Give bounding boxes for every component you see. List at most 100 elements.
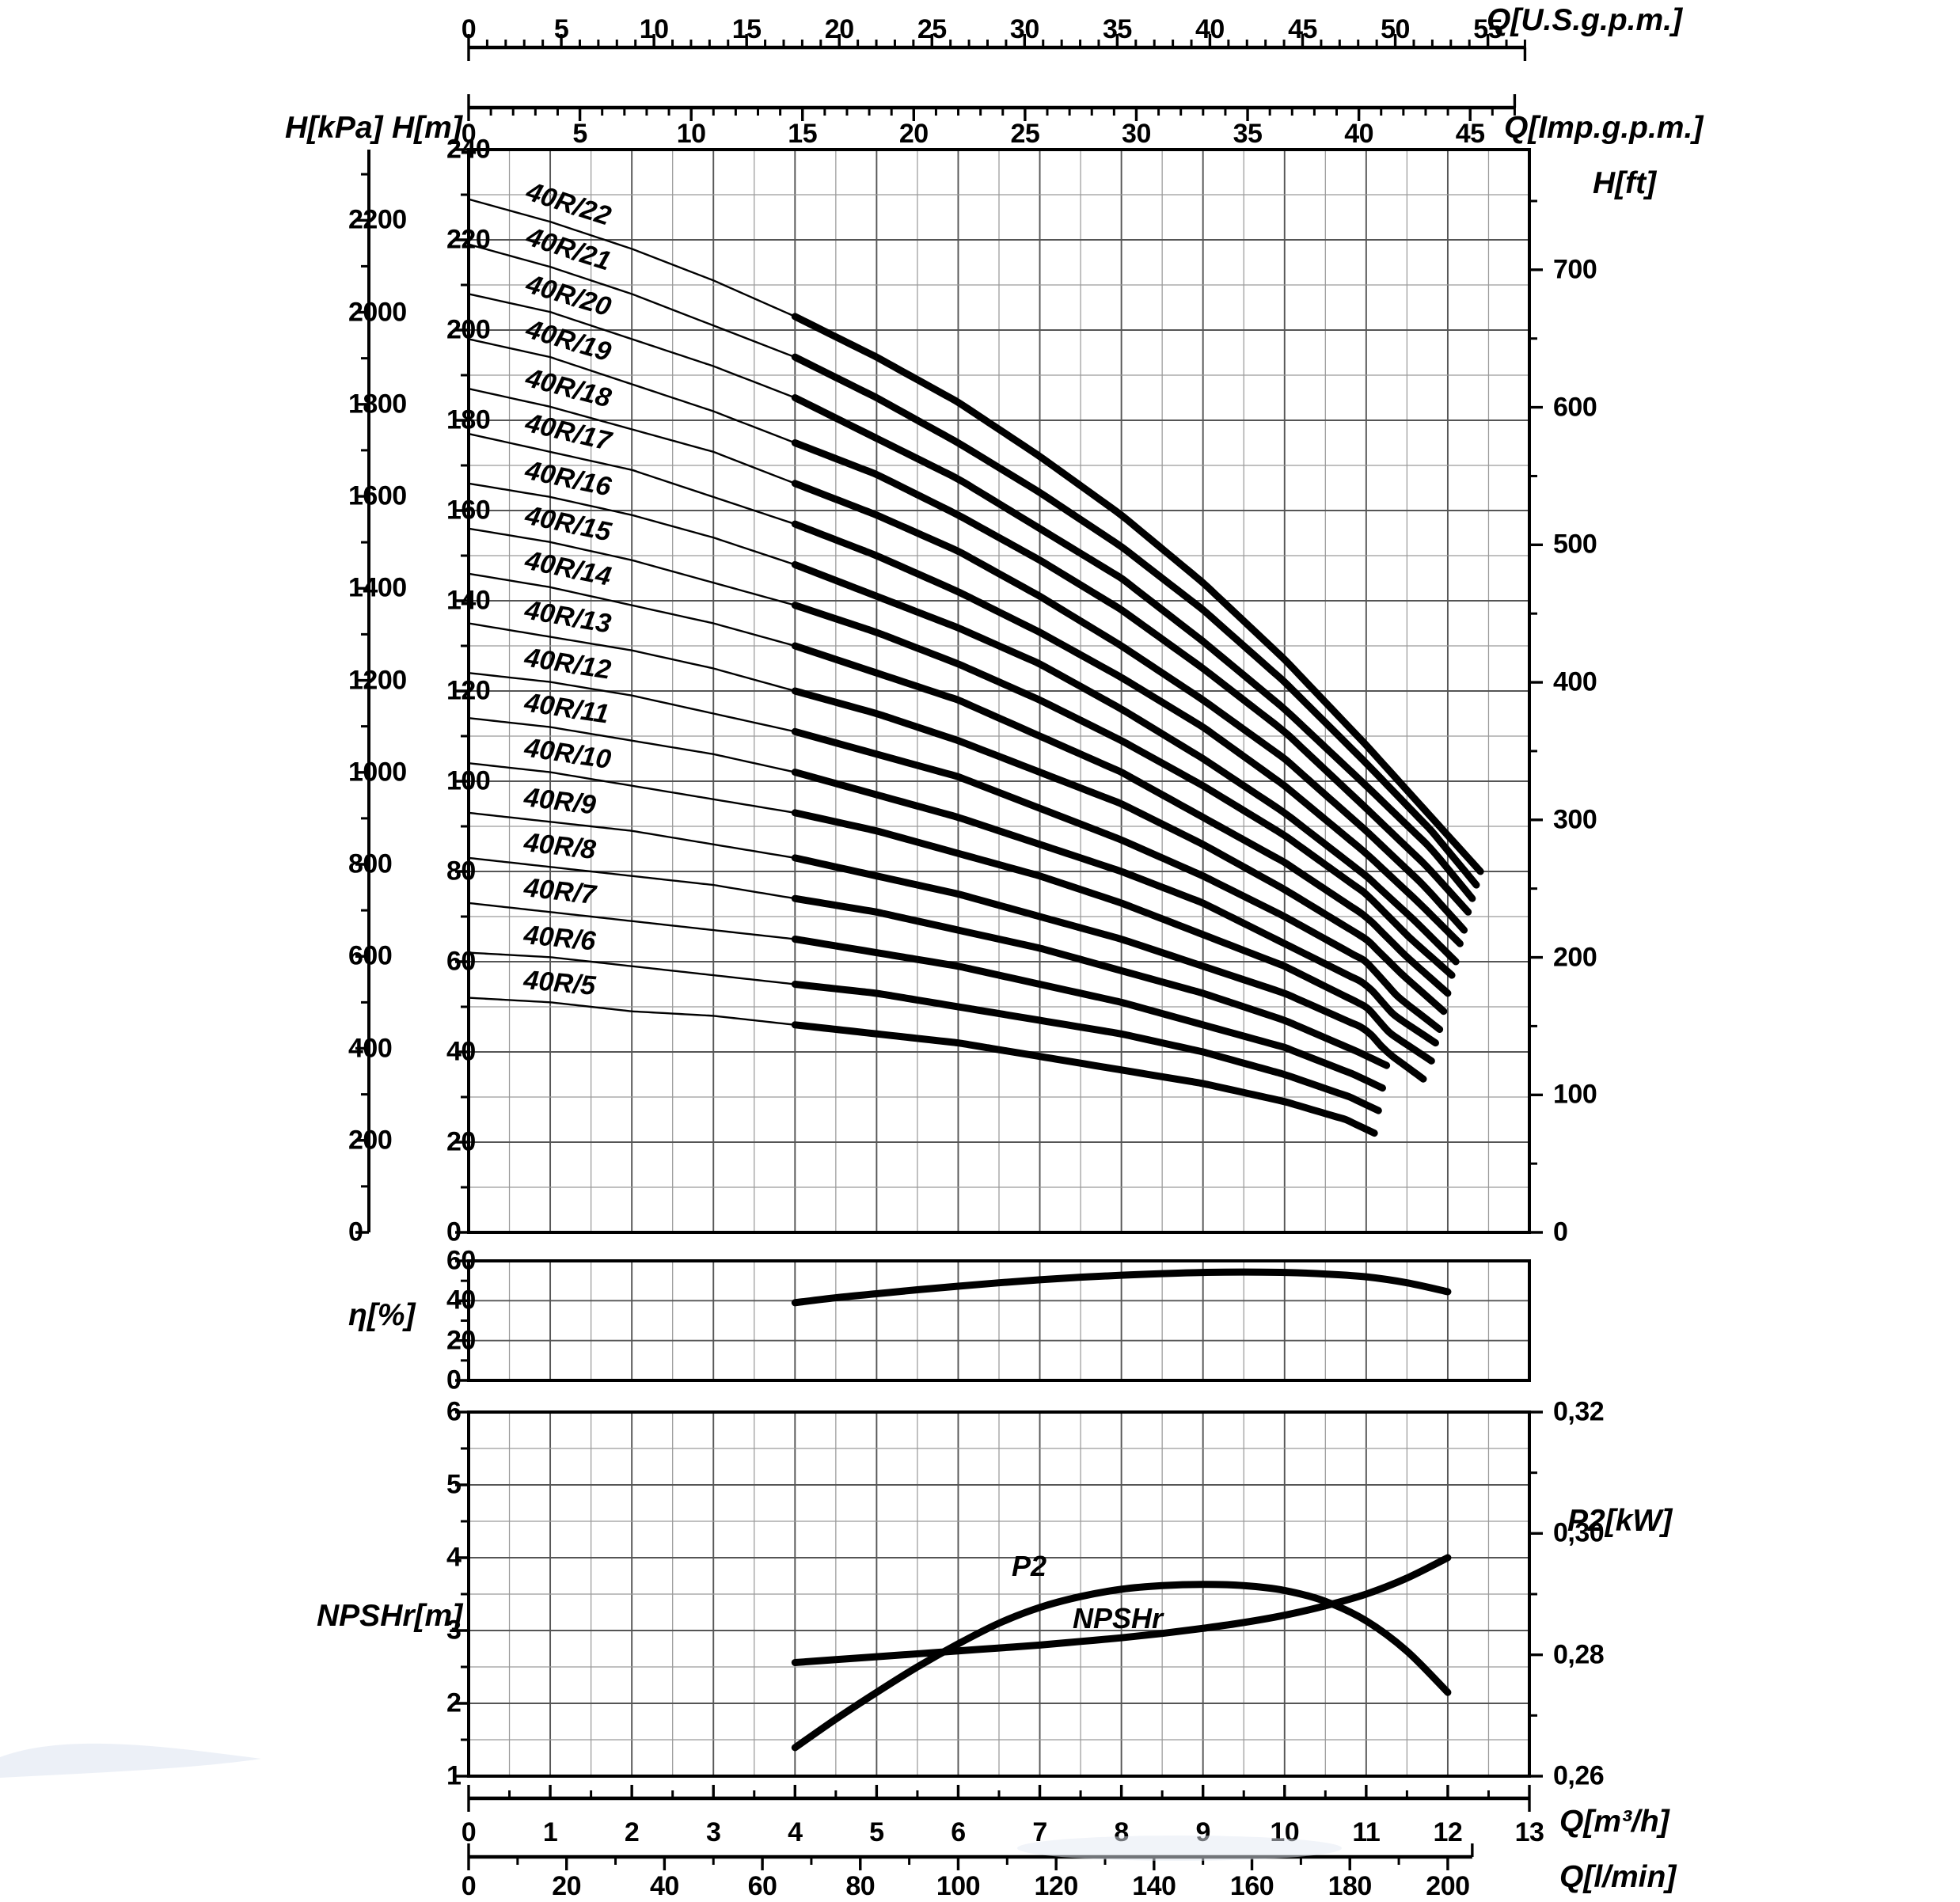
head-curve-thin-17 (467, 997, 796, 1026)
m3h-tick-label: 11 (1352, 1817, 1381, 1847)
hm-tick-label: 140 (446, 585, 491, 616)
p2-tick-label: 0,30 (1553, 1517, 1605, 1548)
imp-gpm-tick-label: 35 (1233, 119, 1263, 149)
npshr-tick-label: 4 (446, 1542, 462, 1573)
kpa-tick-label: 0 (348, 1217, 363, 1247)
hm-tick-label: 200 (446, 314, 491, 345)
head-curve-thin-8 (467, 572, 796, 647)
hm-tick-label: 20 (446, 1126, 476, 1157)
npshr-tick-label: 3 (446, 1615, 462, 1646)
us-gpm-tick-label: 20 (824, 14, 854, 44)
kpa-tick-label: 800 (348, 848, 393, 879)
npshr-curve (791, 1554, 1452, 1666)
p2-tick-label: 0,26 (1553, 1760, 1605, 1791)
us-gpm-tick-label: 5 (553, 14, 569, 44)
imp-gpm-tick-label: 15 (788, 119, 818, 149)
m3h-tick-label: 0 (461, 1817, 477, 1847)
npshr-tick-label: 2 (446, 1688, 462, 1718)
head-curve-thick-4 (791, 480, 1468, 934)
kpa-tick-label: 1600 (348, 480, 407, 511)
hm-tick-label: 0 (446, 1217, 462, 1247)
m3h-tick-label: 3 (706, 1817, 721, 1847)
imp-gpm-tick-label: 20 (898, 119, 929, 149)
p2-curve-label: P2 (1012, 1550, 1047, 1582)
imp-gpm-tick-label: 5 (572, 119, 587, 149)
head-curve-thin-13 (467, 811, 796, 860)
us-gpm-tick-label: 0 (461, 14, 477, 44)
head-curve-thick-9 (791, 687, 1448, 1016)
hm-tick-label: 160 (446, 495, 491, 526)
us-gpm-tick-label: 25 (917, 14, 947, 44)
us-gpm-tick-label: 50 (1381, 14, 1410, 44)
kpa-tick-label: 1200 (348, 665, 407, 695)
p2-curve (791, 1581, 1452, 1752)
head-curve-thick-3 (791, 439, 1472, 916)
lmin-tick-label: 60 (747, 1871, 777, 1901)
m3h-tick-label: 2 (624, 1817, 640, 1847)
head-curve-thick-5 (791, 520, 1464, 947)
head-curve-thick-1 (791, 353, 1480, 889)
kpa-tick-label: 1000 (348, 757, 407, 788)
head-curve-thin-11 (467, 717, 796, 773)
kpa-tick-label: 2200 (348, 204, 407, 235)
head-curve-thick-10 (791, 727, 1444, 1033)
us-gpm-tick-label: 35 (1102, 14, 1132, 44)
us-gpm-tick-label: 15 (731, 14, 762, 44)
head-curve-thin-15 (467, 902, 796, 940)
m3h-tick-label: 9 (1195, 1817, 1210, 1847)
npshr-tick-label: 5 (446, 1469, 462, 1500)
hm-tick-label: 80 (446, 856, 476, 886)
hft-tick-label: 100 (1553, 1079, 1597, 1110)
imp-gpm-tick-label: 30 (1122, 119, 1151, 149)
lmin-tick-label: 140 (1132, 1871, 1176, 1901)
m3h-tick-label: 5 (869, 1817, 884, 1847)
head-curve-thin-4 (467, 387, 796, 484)
eta-tick-label: 0 (446, 1365, 462, 1395)
hft-tick-label: 200 (1553, 942, 1597, 973)
hm-tick-label: 60 (446, 946, 476, 977)
lmin-tick-label: 40 (649, 1871, 679, 1901)
lmin-tick-label: 120 (1034, 1871, 1079, 1901)
hft-tick-label: 600 (1553, 392, 1597, 423)
hft-tick-label: 400 (1553, 666, 1597, 697)
hft-tick-label: 300 (1553, 804, 1597, 835)
imp-gpm-tick-label: 45 (1455, 119, 1485, 149)
h-ft-axis-name: H[ft] (1593, 166, 1657, 200)
lmin-tick-label: 160 (1229, 1871, 1274, 1901)
head-curve-thin-2 (467, 293, 796, 399)
kpa-tick-label: 600 (348, 940, 393, 971)
eta-tick-label: 60 (446, 1245, 476, 1276)
efficiency-curve (791, 1268, 1452, 1307)
head-curve-thin-0 (467, 198, 796, 318)
q-us-gpm-axis-name: Q[U.S.g.p.m.] (1487, 3, 1682, 37)
head-curve-thick-13 (791, 854, 1427, 1083)
head-curve-thin-9 (467, 622, 796, 693)
hm-tick-label: 120 (446, 675, 491, 706)
hft-tick-label: 0 (1553, 1217, 1568, 1247)
lmin-tick-label: 100 (936, 1871, 981, 1901)
head-curve-thin-10 (467, 672, 796, 733)
head-curve-thick-17 (791, 1021, 1378, 1137)
head-curve-thick-15 (791, 936, 1386, 1092)
m3h-tick-label: 13 (1514, 1817, 1544, 1847)
head-curve-thin-5 (467, 432, 796, 526)
kpa-tick-label: 1800 (348, 389, 407, 420)
lmin-tick-label: 0 (461, 1871, 477, 1901)
head-curve-thin-6 (467, 482, 796, 566)
us-gpm-tick-label: 45 (1288, 14, 1317, 44)
q-imp-gpm-axis-name: Q[Imp.g.p.m.] (1504, 111, 1704, 145)
eta-tick-label: 40 (446, 1285, 476, 1315)
npshr-tick-label: 1 (446, 1760, 462, 1791)
lmin-tick-label: 200 (1426, 1871, 1470, 1901)
lmin-tick-label: 80 (845, 1871, 876, 1901)
h-m-axis-name: H[m] (392, 111, 462, 145)
head-curve-thick-7 (791, 602, 1456, 979)
head-curve-thin-3 (467, 338, 796, 444)
m3h-tick-label: 10 (1270, 1817, 1300, 1847)
hm-tick-label: 220 (446, 224, 491, 255)
head-curve-thin-14 (467, 856, 796, 900)
kpa-tick-label: 200 (348, 1125, 393, 1156)
imp-gpm-tick-label: 10 (676, 119, 706, 149)
